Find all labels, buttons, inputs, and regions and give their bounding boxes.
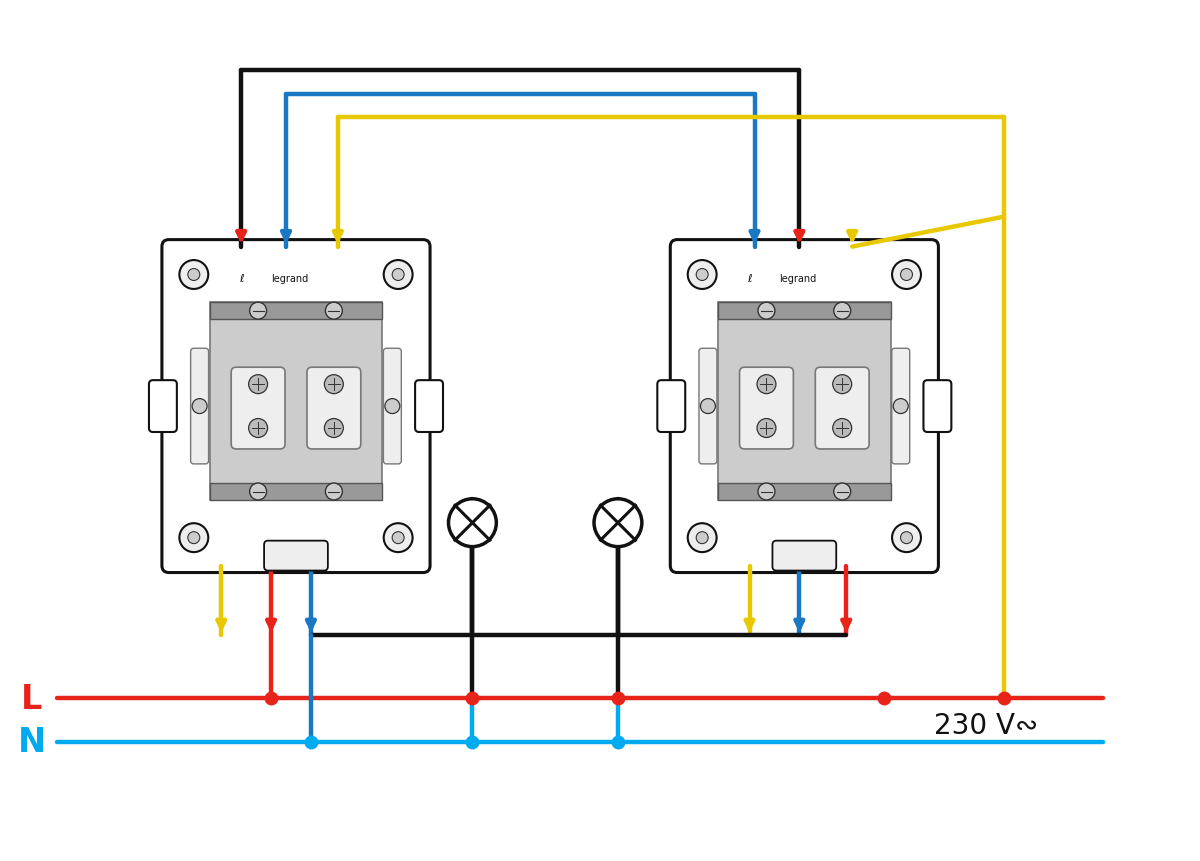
Circle shape: [696, 269, 708, 282]
FancyBboxPatch shape: [739, 368, 793, 449]
Bar: [210, 303, 383, 319]
Point: [301, 735, 320, 749]
FancyBboxPatch shape: [307, 368, 361, 449]
Circle shape: [385, 400, 400, 414]
Circle shape: [758, 303, 775, 319]
Circle shape: [900, 269, 912, 282]
Circle shape: [248, 375, 268, 394]
Circle shape: [188, 269, 199, 282]
FancyBboxPatch shape: [815, 368, 869, 449]
FancyBboxPatch shape: [671, 240, 938, 573]
FancyBboxPatch shape: [892, 349, 910, 464]
Text: legrand: legrand: [271, 274, 308, 284]
Bar: [718, 303, 890, 500]
Text: N: N: [18, 726, 46, 759]
Circle shape: [192, 400, 208, 414]
Point: [994, 691, 1013, 705]
Circle shape: [384, 261, 413, 289]
Circle shape: [834, 303, 851, 319]
FancyBboxPatch shape: [924, 381, 952, 432]
FancyBboxPatch shape: [162, 240, 430, 573]
Point: [463, 735, 482, 749]
Circle shape: [324, 419, 343, 438]
Bar: [210, 484, 383, 500]
Circle shape: [834, 484, 851, 500]
Circle shape: [179, 523, 209, 553]
Point: [875, 691, 894, 705]
FancyBboxPatch shape: [232, 368, 286, 449]
Point: [608, 735, 628, 749]
Circle shape: [188, 532, 199, 544]
Circle shape: [892, 523, 920, 553]
Circle shape: [392, 532, 404, 544]
FancyBboxPatch shape: [191, 349, 209, 464]
Circle shape: [594, 499, 642, 547]
FancyBboxPatch shape: [658, 381, 685, 432]
Circle shape: [833, 375, 852, 394]
Point: [608, 691, 628, 705]
Bar: [718, 303, 890, 319]
Text: ℓ: ℓ: [748, 274, 752, 284]
Text: ℓ: ℓ: [239, 274, 244, 284]
Circle shape: [900, 532, 912, 544]
Circle shape: [325, 303, 342, 319]
Bar: [718, 484, 890, 500]
FancyBboxPatch shape: [149, 381, 176, 432]
Bar: [210, 303, 383, 500]
FancyBboxPatch shape: [773, 541, 836, 571]
Circle shape: [696, 532, 708, 544]
Circle shape: [250, 303, 266, 319]
Circle shape: [701, 400, 715, 414]
Circle shape: [688, 523, 716, 553]
Point: [463, 691, 482, 705]
Point: [262, 691, 281, 705]
Circle shape: [449, 499, 497, 547]
Text: 230 V∾: 230 V∾: [934, 711, 1038, 740]
Circle shape: [392, 269, 404, 282]
Circle shape: [757, 419, 776, 438]
Circle shape: [892, 261, 920, 289]
Circle shape: [893, 400, 908, 414]
Circle shape: [758, 484, 775, 500]
Text: L: L: [22, 682, 42, 715]
FancyBboxPatch shape: [384, 349, 401, 464]
Circle shape: [250, 484, 266, 500]
Circle shape: [757, 375, 776, 394]
Circle shape: [248, 419, 268, 438]
FancyBboxPatch shape: [264, 541, 328, 571]
Circle shape: [688, 261, 716, 289]
Circle shape: [179, 261, 209, 289]
Circle shape: [325, 484, 342, 500]
FancyBboxPatch shape: [698, 349, 716, 464]
Circle shape: [324, 375, 343, 394]
Circle shape: [384, 523, 413, 553]
Text: legrand: legrand: [780, 274, 817, 284]
Circle shape: [833, 419, 852, 438]
FancyBboxPatch shape: [415, 381, 443, 432]
